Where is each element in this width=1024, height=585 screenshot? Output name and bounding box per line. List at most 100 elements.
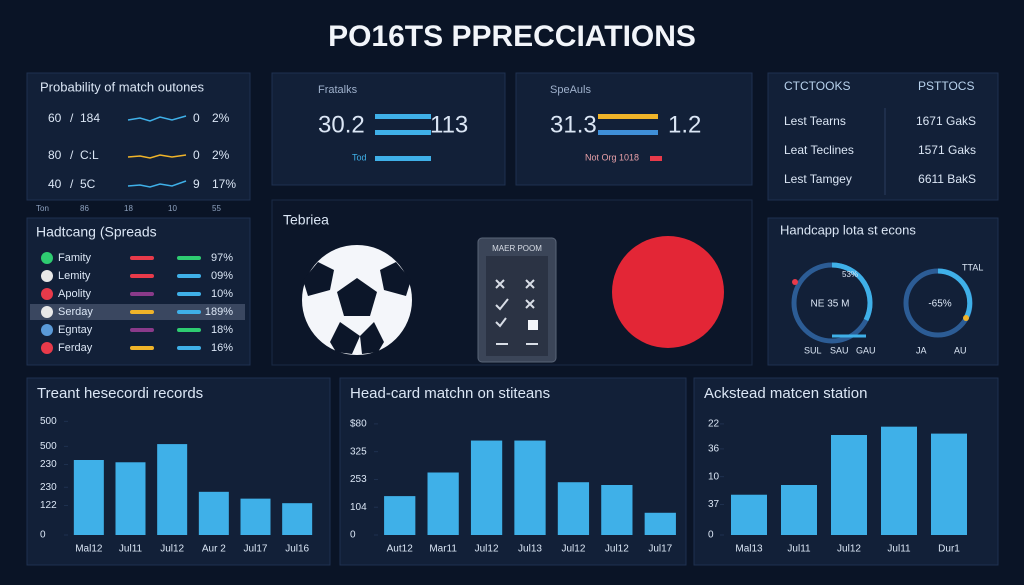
stat-bar [375, 114, 431, 119]
stat-bar [598, 130, 658, 135]
outcome-cell: 0 [193, 111, 200, 125]
spread-bar [177, 256, 201, 260]
bar [881, 426, 917, 535]
y-tick-label: 37 [708, 499, 720, 510]
y-tick-label: 325 [350, 446, 367, 457]
stat-value: 1.2 [668, 111, 701, 138]
chart-panel [339, 377, 687, 566]
chart-title: Head-card matchn on stiteans [350, 385, 550, 402]
stock-name: Lest Tamgey [784, 172, 852, 186]
outcome-footer: 55 [212, 204, 221, 213]
bar [644, 512, 676, 535]
outcome-cell: / [70, 177, 74, 191]
x-tick-label: Jul12 [837, 544, 861, 555]
team-badge [41, 288, 53, 300]
x-tick-label: Jul11 [787, 544, 811, 555]
x-tick-label: Jul12 [160, 544, 184, 555]
y-tick-label: 230 [40, 459, 57, 470]
outcome-cell: 40 [48, 177, 62, 191]
spread-value: 16% [211, 342, 233, 354]
team-name: Serday [58, 306, 93, 318]
bar [198, 491, 229, 535]
panel-title: Handcapp lota st econs [780, 222, 916, 237]
donut-axis-label: SUL [804, 345, 822, 355]
spread-bar [177, 310, 201, 314]
outcomes-panel [26, 72, 251, 201]
team-name: Apolity [58, 288, 92, 300]
stat-bar [598, 114, 658, 119]
stat-panel [515, 72, 753, 186]
stocks-panel [767, 72, 999, 201]
outcome-cell: 60 [48, 111, 62, 125]
bar [601, 485, 633, 535]
team-name: Lemity [58, 270, 91, 282]
spread-bar [130, 328, 154, 332]
y-tick-label: 500 [40, 441, 57, 452]
donut-axis-label: AU [954, 345, 967, 355]
team-badge [41, 270, 53, 282]
stock-name: Leat Teclines [784, 143, 854, 157]
team-badge [41, 252, 53, 264]
donut-label: TTAL [962, 262, 983, 272]
y-tick-label: 0 [350, 530, 356, 541]
outcome-cell: 184 [80, 111, 100, 125]
chart-title: Ackstead matcen station [704, 385, 867, 402]
outcome-cell: C:L [80, 148, 99, 162]
bar [931, 433, 967, 535]
spread-bar [130, 274, 154, 278]
x-tick-label: Jul17 [648, 544, 672, 555]
x-tick-label: Jul17 [244, 544, 268, 555]
x-tick-label: Jul12 [561, 544, 585, 555]
stock-value: 1571 Gaks [918, 143, 976, 157]
red-circle [612, 236, 724, 348]
spreads-panel [26, 217, 251, 366]
team-name: Famity [58, 252, 92, 264]
y-tick-label: 253 [350, 474, 367, 485]
y-tick-label: 22 [708, 419, 720, 430]
clipboard [477, 237, 557, 363]
spread-value: 09% [211, 270, 233, 282]
x-tick-label: Aur 2 [202, 544, 226, 555]
bar [282, 503, 313, 535]
x-tick-label: Jul13 [518, 544, 542, 555]
stat-value: 113 [430, 111, 468, 138]
donut-center: NE 35 M [811, 299, 850, 310]
donut-axis-label: GAU [856, 345, 876, 355]
bar [831, 435, 867, 535]
sparkline [127, 180, 187, 188]
outcome-cell: 0 [193, 148, 200, 162]
spread-bar [177, 292, 201, 296]
spread-value: 10% [211, 288, 233, 300]
spread-bar [177, 328, 201, 332]
spread-value: 18% [211, 324, 233, 336]
y-tick-label: $80 [350, 419, 367, 430]
sparkline [127, 115, 187, 122]
x-tick-label: Jul16 [285, 544, 309, 555]
donut-arc [937, 268, 973, 320]
soccer-ball [302, 245, 412, 355]
bar [73, 460, 104, 535]
panel-title: Probability of match outones [40, 79, 205, 94]
bar [384, 496, 416, 535]
donut-dot [963, 315, 969, 321]
bar [470, 440, 503, 535]
spread-bar [130, 256, 154, 260]
stock-value: 6611 BakS [918, 172, 976, 186]
spread-value: 189% [205, 306, 233, 318]
team-badge [41, 324, 53, 336]
x-tick-label: Jul12 [475, 544, 499, 555]
x-tick-label: Aut12 [387, 544, 414, 555]
donut-label: 53% [842, 270, 858, 279]
donut-axis-label: SAU [830, 345, 849, 355]
spread-value: 97% [211, 252, 233, 264]
x-tick-label: Jul12 [605, 544, 629, 555]
stat-bar [650, 156, 662, 161]
bar [115, 462, 146, 535]
outcome-cell: / [70, 148, 74, 162]
y-tick-label: 500 [40, 416, 57, 427]
x-tick-label: Dur1 [938, 544, 960, 555]
x-tick-label: Jul11 [887, 544, 911, 555]
bar [557, 482, 590, 535]
spread-bar [177, 274, 201, 278]
outcome-cell: / [70, 111, 74, 125]
